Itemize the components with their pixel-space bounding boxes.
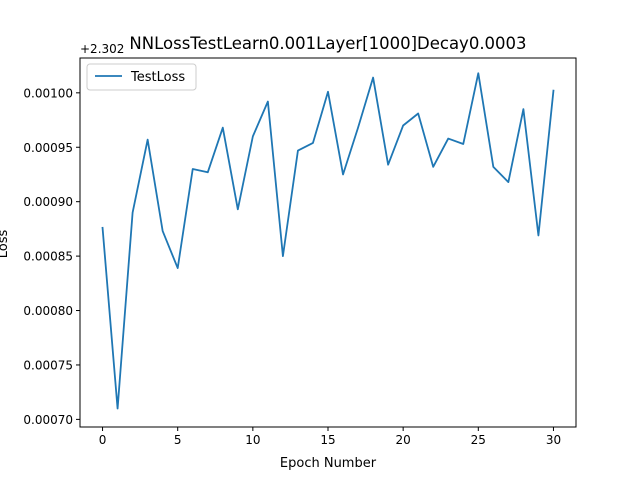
x-tick-label: 30 (546, 433, 561, 447)
x-tick-label: 25 (471, 433, 486, 447)
y-offset-label: +2.302 (80, 42, 124, 56)
y-tick-label: 0.00095 (23, 141, 73, 155)
y-axis-label: Loss (0, 230, 11, 259)
y-tick-label: 0.00090 (23, 195, 73, 209)
y-tick-label: 0.00075 (23, 358, 73, 372)
x-tick-label: 10 (245, 433, 260, 447)
x-tick-label: 0 (99, 433, 107, 447)
x-axis-label: Epoch Number (280, 456, 377, 471)
legend-box (86, 63, 197, 91)
legend-label-testloss: TestLoss (130, 70, 185, 85)
x-tick-label: 20 (396, 433, 411, 447)
y-tick-label: 0.00070 (23, 413, 73, 427)
x-tick-label: 5 (174, 433, 182, 447)
x-tick-label: 15 (320, 433, 335, 447)
legend: TestLoss (86, 63, 197, 91)
y-tick-label: 0.00085 (23, 250, 73, 264)
chart-title: NNLossTestLearn0.001Layer[1000]Decay0.00… (129, 34, 526, 53)
y-tick-label: 0.00100 (23, 86, 73, 100)
plot-area-frame (79, 57, 577, 428)
series-line-testloss (101, 72, 555, 410)
y-ticks: 0.00070 0.00075 0.00080 0.00085 0.00090 0.000… (23, 86, 80, 427)
x-ticks: 0 5 10 15 20 25 30 (99, 427, 561, 447)
y-tick-label: 0.00080 (23, 304, 73, 318)
